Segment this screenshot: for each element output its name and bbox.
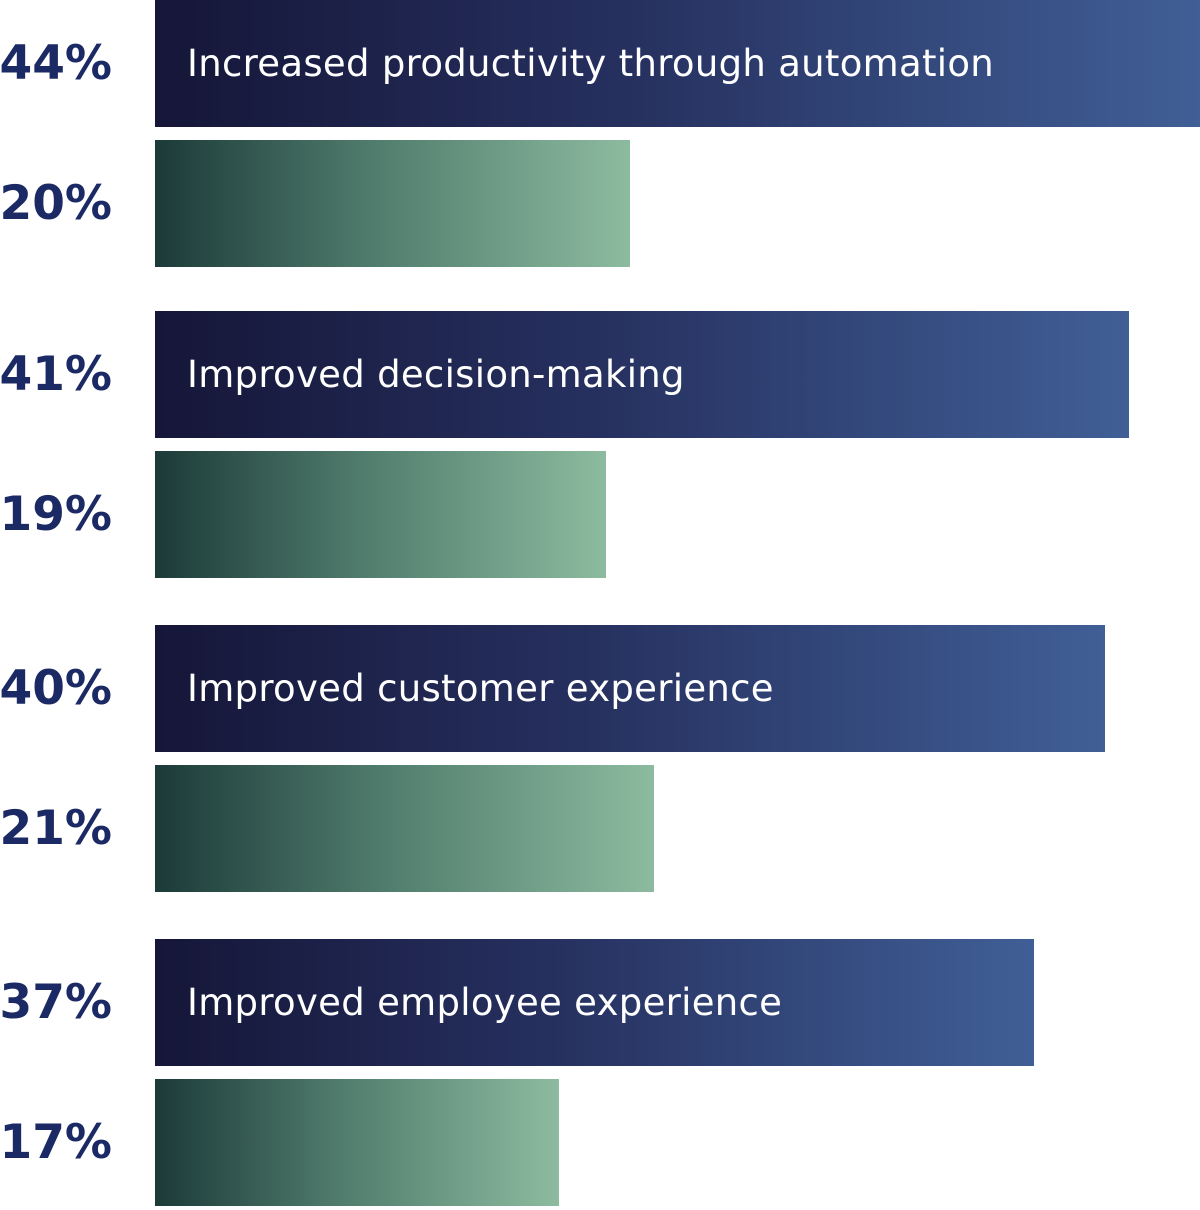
- value-label: 41%: [0, 347, 112, 402]
- category-label: Increased productivity through automatio…: [187, 42, 995, 85]
- category-label: Improved employee experience: [187, 981, 783, 1024]
- value-label: 21%: [0, 801, 112, 856]
- value-label: 20%: [0, 176, 112, 231]
- bar-secondary-4: [155, 1079, 559, 1206]
- category-label: Improved customer experience: [187, 667, 774, 710]
- bar-primary-4: Improved employee experience: [155, 939, 1034, 1066]
- value-label: 44%: [0, 36, 112, 91]
- value-label: 37%: [0, 975, 112, 1030]
- value-label: 19%: [0, 487, 112, 542]
- bar-primary-1: Increased productivity through automatio…: [155, 0, 1200, 127]
- bar-primary-3: Improved customer experience: [155, 625, 1105, 752]
- bar-primary-2: Improved decision-making: [155, 311, 1129, 438]
- bar-secondary-3: [155, 765, 654, 892]
- value-label: 40%: [0, 661, 112, 716]
- bar-secondary-2: [155, 451, 606, 578]
- category-label: Improved decision-making: [187, 353, 685, 396]
- value-label: 17%: [0, 1115, 112, 1170]
- bar-secondary-1: [155, 140, 630, 267]
